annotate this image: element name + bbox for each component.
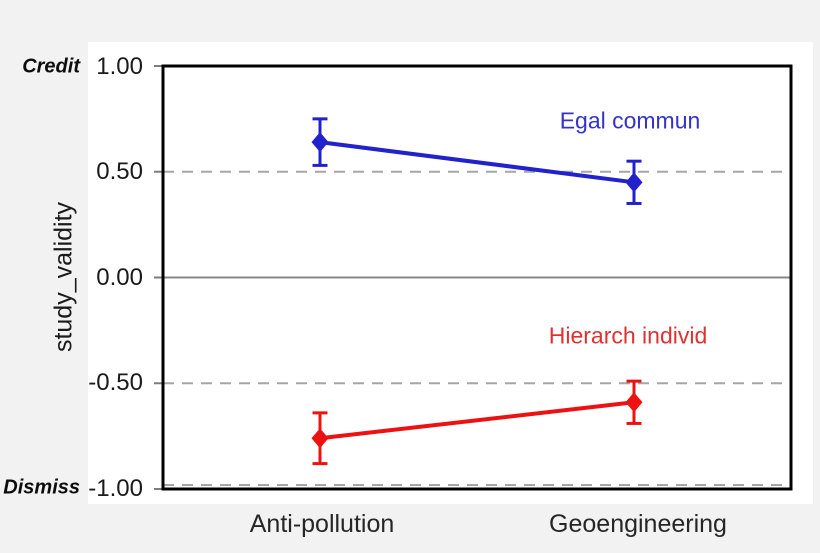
series-marker-diamond xyxy=(625,392,643,413)
series-line xyxy=(318,400,636,441)
y-tick-label: -1.00 xyxy=(88,475,143,502)
series-marker-diamond xyxy=(625,172,643,193)
plot-border xyxy=(161,64,793,491)
series-label-1: Hierarch individ xyxy=(548,322,708,349)
x-category-label: Anti-pollution xyxy=(249,510,395,538)
y-axis-title: study_validity xyxy=(49,201,78,353)
y-tick-label: 1.00 xyxy=(96,53,143,80)
y-tick-label: 0.00 xyxy=(96,264,143,291)
series-line xyxy=(318,140,636,185)
series-marker-diamond xyxy=(311,428,329,449)
series-marker-diamond xyxy=(311,132,329,153)
x-category-label: Geoengineering xyxy=(549,510,727,538)
y-axis-anchor-top: Credit xyxy=(22,55,80,78)
y-tick-label: -0.50 xyxy=(88,369,143,396)
y-axis-anchor-bottom: Dismiss xyxy=(3,476,80,499)
series-label-0: Egal commun xyxy=(559,107,701,134)
y-tick-label: 0.50 xyxy=(96,158,143,185)
chart-panel xyxy=(88,42,813,504)
